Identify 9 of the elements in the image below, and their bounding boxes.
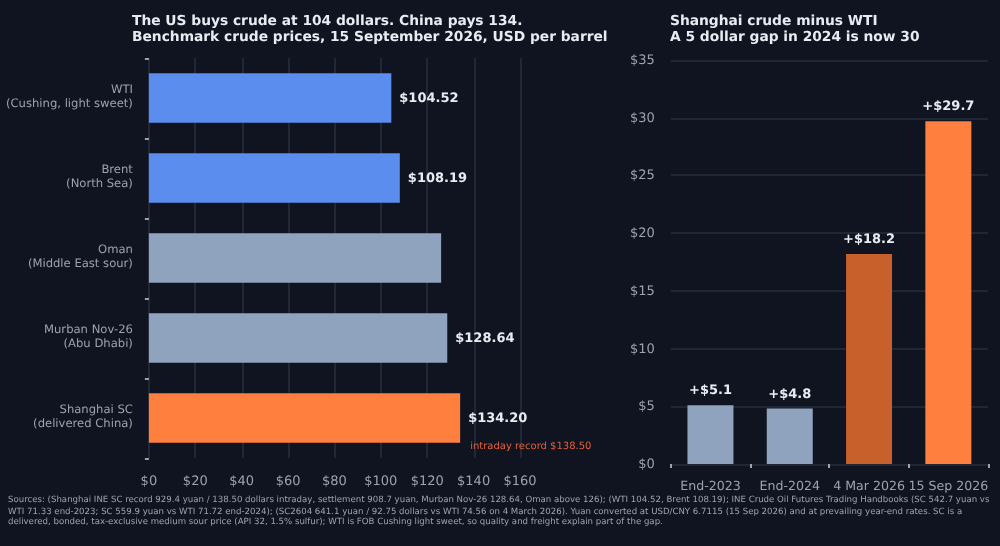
bar <box>148 153 400 203</box>
bar <box>148 393 461 443</box>
bar <box>687 405 734 464</box>
bar <box>148 73 392 123</box>
bar <box>148 313 448 363</box>
bar <box>846 253 893 464</box>
bar <box>766 408 813 464</box>
bar <box>925 121 972 464</box>
bar <box>148 233 442 283</box>
